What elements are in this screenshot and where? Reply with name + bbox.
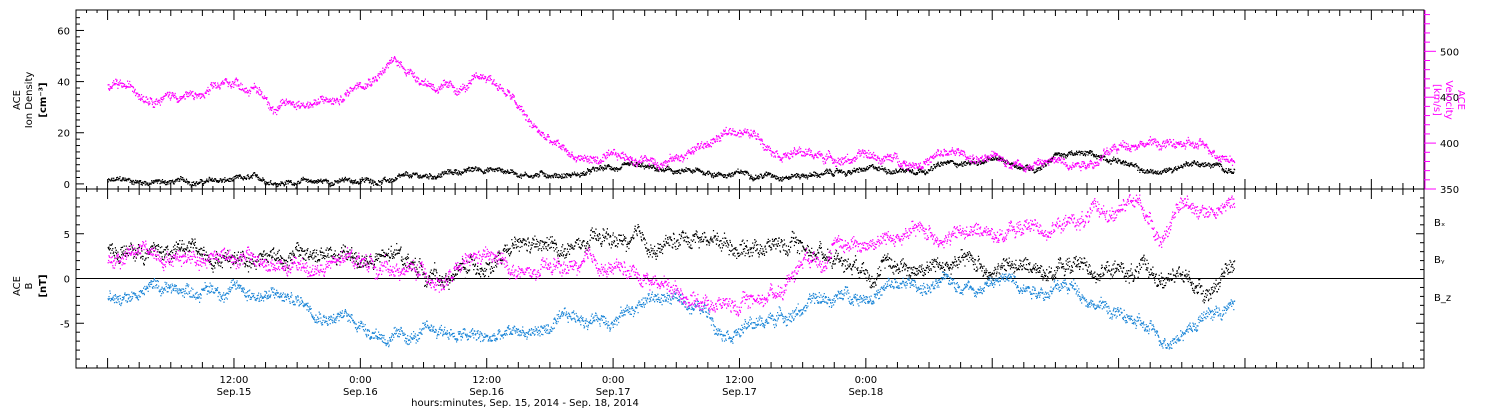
ylabel-density-unit: [cm⁻³] [38, 82, 49, 117]
x-tick-time-label: 12:00 [472, 375, 501, 386]
series-bottom-2 [107, 194, 1236, 317]
top-left-tick-label: 40 [57, 78, 70, 89]
ylabel-ion-density: Ion Density [24, 72, 35, 129]
bottom-tick-label: 5 [64, 230, 70, 241]
x-tick-date-label: Sep.17 [722, 387, 757, 398]
x-tick-time-label: 0:00 [602, 375, 624, 386]
x-tick-date-label: Sep.15 [217, 387, 252, 398]
top-panel-frame [75, 9, 1425, 190]
x-tick-time-label: 0:00 [855, 375, 877, 386]
bottom-tick-label: 0 [64, 275, 70, 286]
bottom-tick-label: -5 [60, 319, 70, 330]
series-points-top-1 [107, 56, 1236, 173]
x-tick-date-label: Sep.16 [469, 387, 504, 398]
top-right-ylabel: ACE Velocity [km/s] [1431, 80, 1466, 119]
series-points-top-0 [107, 150, 1236, 189]
ylabel-b-unit: [nT] [38, 274, 49, 297]
top-left-ylabel: ACE Ion Density [cm⁻³] [12, 72, 49, 129]
ylabel-b: B [24, 282, 35, 289]
ylabel-velocity: Velocity [1443, 80, 1454, 119]
series-top-1 [107, 56, 1236, 173]
ylabel-ace-bottom: ACE [12, 276, 23, 296]
ylabel-ace-right: ACE [1455, 90, 1466, 110]
legend-by: Bᵧ [1434, 255, 1445, 266]
bottom-ylabel: ACE B [nT] [12, 274, 49, 297]
top-left-tick-label: 0 [64, 180, 70, 191]
top-left-tick-label: 60 [57, 26, 70, 37]
top-right-tick-label: 350 [1440, 185, 1459, 196]
legend-bx: Bₓ [1434, 218, 1445, 229]
x-tick-time-label: 12:00 [725, 375, 754, 386]
series-bottom-1 [107, 271, 1236, 350]
x-tick-time-label: 0:00 [349, 375, 371, 386]
series-top-0 [107, 150, 1236, 189]
x-tick-time-label: 12:00 [220, 375, 249, 386]
b-legend: Bₓ Bᵧ B_z [1434, 218, 1451, 304]
legend-bz: B_z [1434, 293, 1451, 304]
series-points-bottom-2 [107, 194, 1236, 317]
x-tick-date-label: Sep.18 [848, 387, 883, 398]
ylabel-ace-top: ACE [12, 90, 23, 110]
top-right-tick-label: 400 [1440, 139, 1459, 150]
ylabel-velocity-unit: [km/s] [1431, 84, 1442, 116]
x-tick-date-label: Sep.17 [596, 387, 631, 398]
top-right-tick-label: 500 [1440, 47, 1459, 58]
x-tick-date-label: Sep.16 [343, 387, 378, 398]
x-axis-title: hours:minutes, Sep. 15, 2014 - Sep. 18, … [411, 398, 639, 409]
top-left-tick-label: 20 [57, 129, 70, 140]
plot-layer: 0204060350400450500-50512:00Sep.150:00Se… [57, 9, 1459, 398]
series-points-bottom-1 [107, 271, 1236, 350]
top-right-tick-label: 450 [1440, 93, 1459, 104]
